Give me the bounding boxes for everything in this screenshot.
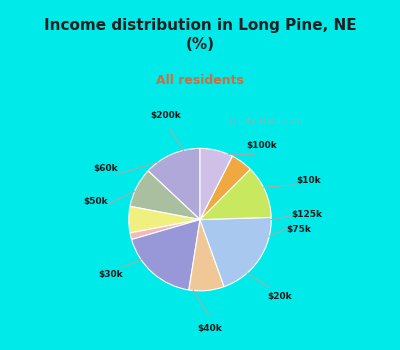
Wedge shape	[132, 220, 200, 290]
Text: $60k: $60k	[94, 164, 118, 173]
Text: $75k: $75k	[286, 225, 311, 234]
Text: $40k: $40k	[198, 324, 222, 333]
Text: All residents: All residents	[156, 74, 244, 86]
Wedge shape	[200, 148, 232, 220]
Wedge shape	[129, 206, 200, 233]
Wedge shape	[200, 156, 250, 220]
Wedge shape	[148, 148, 200, 220]
Text: $30k: $30k	[99, 270, 123, 279]
Text: $100k: $100k	[246, 141, 277, 150]
Wedge shape	[189, 220, 224, 291]
Wedge shape	[200, 169, 271, 220]
Text: $50k: $50k	[84, 197, 108, 206]
Wedge shape	[130, 220, 200, 239]
Text: $10k: $10k	[296, 176, 321, 184]
Text: $20k: $20k	[267, 292, 292, 301]
Text: $125k: $125k	[291, 210, 322, 219]
Wedge shape	[200, 217, 271, 287]
Wedge shape	[130, 171, 200, 220]
Text: $200k: $200k	[150, 111, 181, 120]
Text: ⓘ City-Data.com: ⓘ City-Data.com	[230, 117, 302, 126]
Text: Income distribution in Long Pine, NE
(%): Income distribution in Long Pine, NE (%)	[44, 18, 356, 52]
